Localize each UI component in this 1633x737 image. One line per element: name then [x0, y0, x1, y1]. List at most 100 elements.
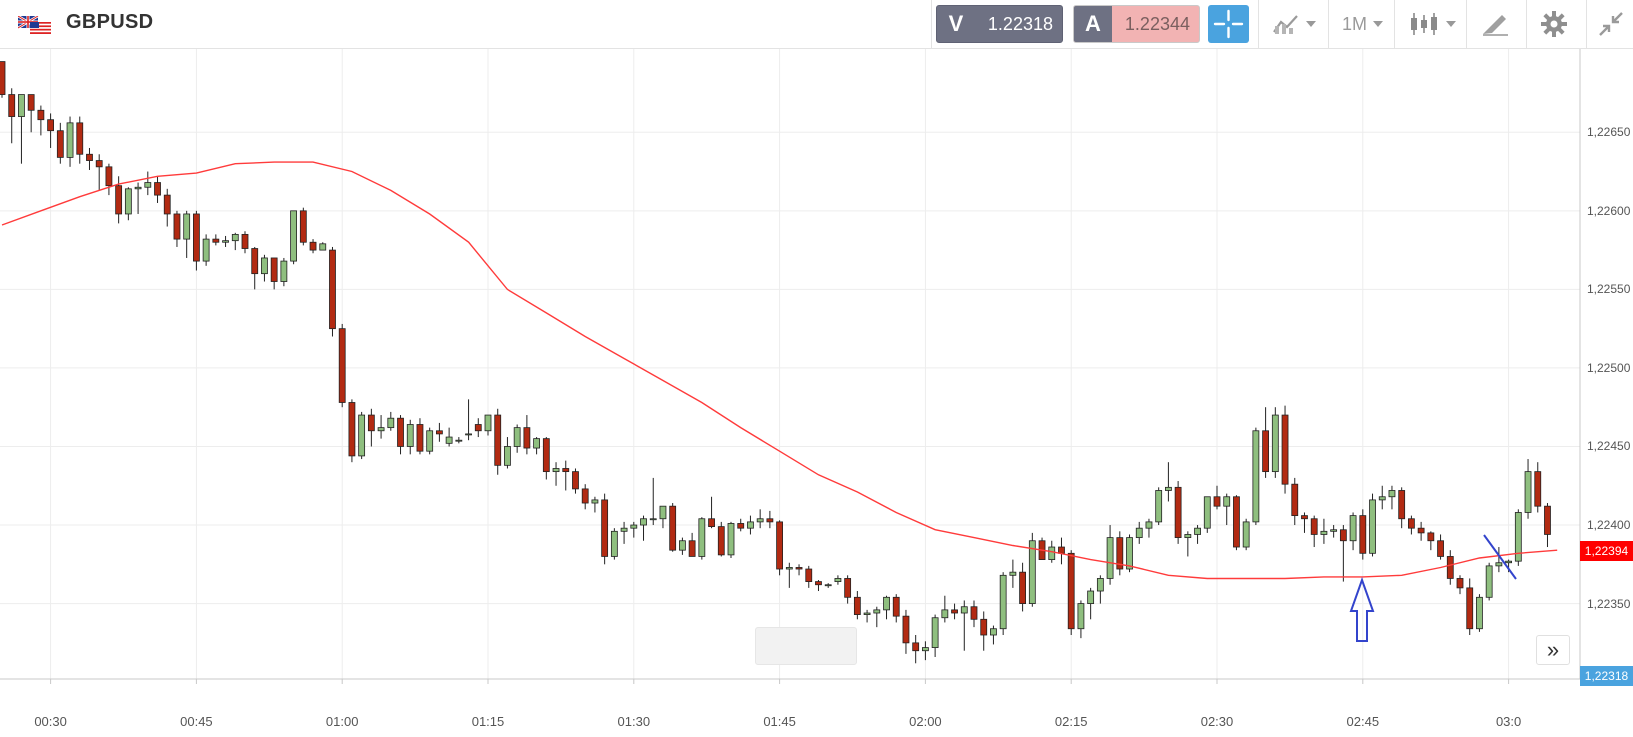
- candle: [95, 154, 103, 191]
- draw-button[interactable]: [1480, 7, 1510, 41]
- candle-body-up: [756, 518, 764, 523]
- y-tick-label: 1,22450: [1587, 439, 1631, 454]
- candle-body-down: [1339, 529, 1347, 542]
- candle: [338, 323, 346, 408]
- candlestick-icon: [1411, 13, 1437, 35]
- candle-body-up: [1106, 537, 1114, 579]
- candle-body-up: [552, 468, 560, 473]
- candle-body-up: [873, 609, 881, 614]
- candle: [212, 234, 220, 246]
- collapse-button[interactable]: [1598, 7, 1624, 41]
- x-tick-label: 01:30: [617, 714, 651, 729]
- candle: [426, 427, 434, 455]
- x-tick-label: 02:15: [1054, 714, 1088, 729]
- candle-body-up: [1009, 571, 1017, 576]
- candle: [601, 493, 609, 565]
- candle: [358, 411, 366, 460]
- candle-body-down: [1398, 490, 1406, 520]
- candle: [513, 424, 521, 453]
- candle: [610, 528, 618, 560]
- candle: [922, 641, 929, 661]
- candle-body-down: [562, 468, 570, 473]
- candle: [640, 515, 647, 541]
- indicators-button[interactable]: [1272, 7, 1316, 41]
- candle-body-up: [659, 505, 667, 520]
- timeframe-selector[interactable]: 1M: [1342, 7, 1384, 41]
- candle-body-down: [951, 609, 958, 614]
- sell-button[interactable]: V 1.22318: [936, 5, 1063, 43]
- candle-body-up: [1087, 590, 1095, 604]
- candle: [717, 521, 725, 557]
- candle: [56, 122, 64, 164]
- candle: [163, 188, 171, 227]
- candle: [1009, 559, 1017, 588]
- candle: [931, 614, 939, 658]
- candle-body-down: [163, 194, 171, 215]
- candle: [173, 210, 181, 247]
- timeframe-label: 1M: [1342, 13, 1368, 34]
- candle-body-up: [1524, 471, 1532, 513]
- candle-body-up: [1028, 540, 1036, 604]
- buy-button[interactable]: A 1.22344: [1073, 5, 1200, 43]
- candle-body-down: [241, 233, 249, 249]
- candle: [834, 575, 842, 585]
- candle: [572, 468, 579, 494]
- candle: [815, 580, 822, 592]
- y-tick-label: 1,22400: [1587, 518, 1631, 533]
- candle-body-down: [708, 518, 715, 528]
- candle-body-down: [912, 642, 920, 652]
- draw-pen-icon: [1483, 15, 1508, 36]
- candle-body-up: [465, 433, 472, 436]
- candle-body-up: [1514, 512, 1522, 562]
- settings-button[interactable]: [1540, 7, 1568, 41]
- candle-body-up: [727, 523, 735, 556]
- ghost-panel: [755, 627, 857, 665]
- candle-body-down: [348, 402, 356, 457]
- candle: [990, 625, 997, 645]
- candle: [873, 606, 881, 628]
- candle-body-down: [1408, 518, 1415, 529]
- blue-up-arrow-icon: [1349, 577, 1375, 642]
- candle-series: [0, 61, 1551, 664]
- candle-body-up: [1505, 560, 1512, 564]
- candle-body-down: [523, 427, 531, 449]
- candle-body-up: [834, 578, 842, 582]
- candle-body-up: [134, 186, 142, 190]
- candle-body-up: [1194, 527, 1201, 535]
- candle-body-up: [883, 596, 890, 611]
- candle-body-up: [1184, 534, 1192, 539]
- x-tick-label: 00:30: [34, 714, 67, 729]
- candle-body-down: [173, 213, 181, 240]
- candle-body-down: [1019, 571, 1026, 604]
- chart-type-button[interactable]: [1408, 7, 1456, 41]
- candle: [465, 399, 472, 441]
- candle-body-up: [280, 260, 288, 282]
- candlestick-chart[interactable]: [0, 49, 1633, 737]
- candle-body-down: [56, 130, 64, 158]
- candle: [1388, 485, 1396, 510]
- candle: [970, 600, 978, 628]
- candle-body-down: [688, 540, 696, 557]
- scroll-right-button[interactable]: »: [1536, 635, 1570, 665]
- candle: [1330, 525, 1338, 538]
- candle-body-up: [1165, 486, 1172, 491]
- candle-body-down: [581, 488, 589, 504]
- candle: [863, 609, 871, 623]
- candle-body-up: [231, 233, 239, 242]
- candle: [795, 564, 803, 576]
- candle-body-down: [1281, 414, 1289, 485]
- candle: [727, 521, 735, 559]
- chart-area[interactable]: 1,22650 1,22600 1,22550 1,22500 1,22450 1,224…: [0, 49, 1633, 737]
- crosshair-button[interactable]: [1208, 5, 1249, 43]
- candle-body-down: [717, 526, 725, 556]
- candle: [1495, 547, 1503, 573]
- candle-body-up: [406, 424, 414, 447]
- candle: [552, 462, 560, 486]
- chevron-down-icon: [1306, 21, 1316, 27]
- candle-body-down: [542, 438, 550, 473]
- gear-icon: [1541, 11, 1567, 37]
- candle: [1544, 503, 1551, 548]
- candle-body-down: [1456, 578, 1464, 589]
- candle-body-down: [902, 615, 910, 644]
- candle-body-up: [1495, 562, 1503, 567]
